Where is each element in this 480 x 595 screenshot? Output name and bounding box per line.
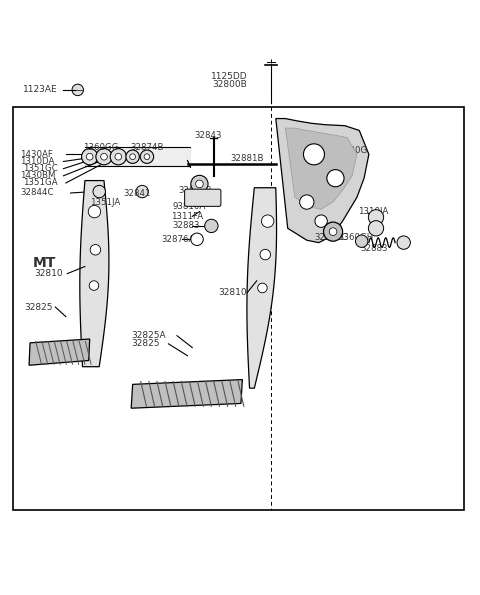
Circle shape xyxy=(115,154,121,160)
Text: 1125DD: 1125DD xyxy=(211,72,248,81)
Text: 32874B: 32874B xyxy=(130,143,164,152)
Circle shape xyxy=(315,215,327,227)
Text: 1430BM: 1430BM xyxy=(21,171,56,180)
Text: 1310DA: 1310DA xyxy=(21,157,55,166)
Text: 32800B: 32800B xyxy=(212,80,247,89)
Polygon shape xyxy=(285,128,357,209)
Polygon shape xyxy=(131,380,242,408)
Circle shape xyxy=(88,205,101,218)
Circle shape xyxy=(126,150,139,164)
Text: 32841: 32841 xyxy=(123,189,151,199)
Circle shape xyxy=(300,195,314,209)
Text: 32871C: 32871C xyxy=(314,233,348,242)
Text: 1311FA: 1311FA xyxy=(171,212,203,221)
Text: 1123AE: 1123AE xyxy=(23,86,58,95)
Circle shape xyxy=(130,154,135,159)
Circle shape xyxy=(101,154,108,160)
Text: 32830G: 32830G xyxy=(333,146,367,155)
Text: 32825: 32825 xyxy=(24,302,53,312)
Text: 32810: 32810 xyxy=(218,288,247,298)
Text: 32843: 32843 xyxy=(195,131,222,140)
Circle shape xyxy=(93,186,106,198)
Circle shape xyxy=(260,249,271,260)
Circle shape xyxy=(397,236,410,249)
Circle shape xyxy=(258,283,267,293)
Text: 32810: 32810 xyxy=(34,269,62,278)
Text: 93810A: 93810A xyxy=(172,202,205,211)
Text: 1351GA: 1351GA xyxy=(23,178,58,187)
Circle shape xyxy=(140,150,154,164)
FancyBboxPatch shape xyxy=(13,107,464,510)
Text: 1360GH: 1360GH xyxy=(338,233,373,242)
Polygon shape xyxy=(247,188,276,388)
Circle shape xyxy=(144,154,150,159)
FancyBboxPatch shape xyxy=(185,189,221,206)
Polygon shape xyxy=(29,339,90,365)
Circle shape xyxy=(136,186,148,198)
Circle shape xyxy=(82,149,98,165)
Text: 32825A: 32825A xyxy=(131,331,166,340)
Circle shape xyxy=(368,221,384,236)
Text: 1310JA: 1310JA xyxy=(359,207,389,216)
Circle shape xyxy=(196,180,203,188)
Circle shape xyxy=(86,154,93,160)
Circle shape xyxy=(327,170,344,187)
Text: 1351GC: 1351GC xyxy=(23,164,58,173)
Polygon shape xyxy=(276,118,369,243)
Text: 1360GG: 1360GG xyxy=(83,143,118,152)
Circle shape xyxy=(303,144,324,165)
Circle shape xyxy=(72,84,84,96)
Text: 32844C: 32844C xyxy=(21,189,54,198)
Text: 32874B: 32874B xyxy=(178,186,212,195)
Text: 1351JA: 1351JA xyxy=(90,198,120,206)
Circle shape xyxy=(110,149,126,165)
Circle shape xyxy=(89,281,99,290)
Polygon shape xyxy=(80,180,109,367)
Circle shape xyxy=(204,219,218,233)
Circle shape xyxy=(262,215,274,227)
Circle shape xyxy=(191,176,208,193)
Circle shape xyxy=(191,233,203,246)
Text: 32825: 32825 xyxy=(131,339,160,348)
Text: 1430AF: 1430AF xyxy=(21,150,53,159)
Circle shape xyxy=(324,222,343,241)
Text: 32883: 32883 xyxy=(172,221,200,230)
Circle shape xyxy=(96,149,112,165)
Text: MT: MT xyxy=(33,256,56,270)
Text: 32881B: 32881B xyxy=(230,154,264,162)
Circle shape xyxy=(329,228,337,236)
Circle shape xyxy=(90,245,101,255)
Circle shape xyxy=(356,235,368,248)
Text: 32876A: 32876A xyxy=(161,235,194,244)
Circle shape xyxy=(368,209,384,225)
Text: 32883: 32883 xyxy=(360,245,388,253)
